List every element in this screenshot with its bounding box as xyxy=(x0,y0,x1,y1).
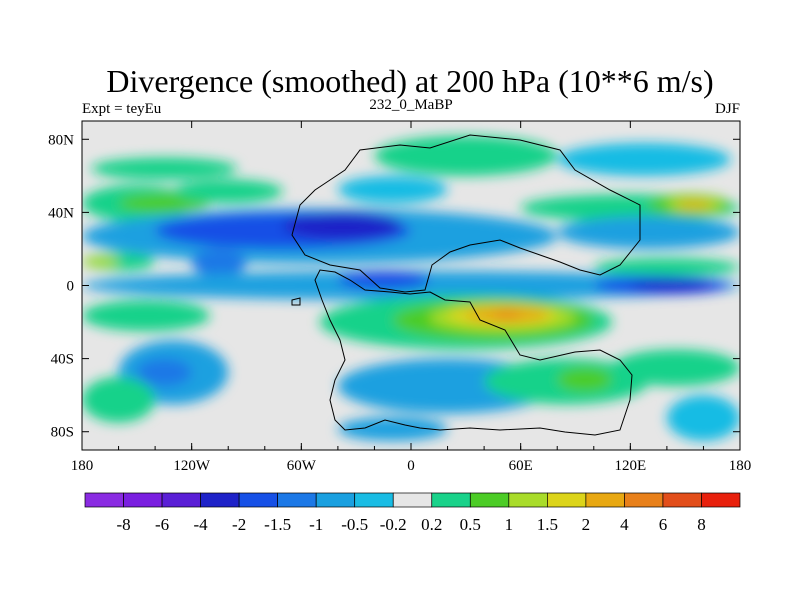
field-region-37 xyxy=(666,395,740,441)
colorbar-box-5 xyxy=(277,492,317,508)
colorbar-label-8: 0.2 xyxy=(421,515,442,534)
coastline-eurasia-africa-north xyxy=(291,134,641,293)
coastline-africa-south-antarctic xyxy=(314,269,633,436)
field-region-23 xyxy=(82,300,210,332)
colorbar-label-2: -4 xyxy=(194,515,209,534)
divergence-field xyxy=(82,135,740,441)
colorbar-label-6: -0.5 xyxy=(341,515,368,534)
subtitle-right: DJF xyxy=(715,101,740,117)
field-region-18 xyxy=(593,258,740,277)
field-region-2 xyxy=(557,142,731,176)
colorbar-label-15: 8 xyxy=(697,515,706,534)
colorbar-box-11 xyxy=(508,492,548,508)
coastline-island xyxy=(291,297,301,306)
colorbar-label-11: 1.5 xyxy=(537,515,558,534)
colorbar-box-9 xyxy=(431,492,471,508)
colorbar-box-15 xyxy=(662,492,702,508)
field-region-1 xyxy=(374,135,558,176)
y-axis: 80N 40N 0 40S 80S xyxy=(48,132,740,441)
field-region-17 xyxy=(82,256,119,268)
x-tick-label-4: 60E xyxy=(509,458,533,474)
colorbar-label-10: 1 xyxy=(505,515,514,534)
colorbar-label-13: 4 xyxy=(620,515,629,534)
y-tick-label-3: 40S xyxy=(51,352,74,368)
plot-area xyxy=(82,121,740,450)
field-region-9 xyxy=(283,212,402,240)
colorbar-box-4 xyxy=(238,492,278,508)
colorbar-box-7 xyxy=(354,492,394,508)
y-tick-label-1: 40N xyxy=(48,205,74,221)
colorbar-label-14: 6 xyxy=(659,515,668,534)
colorbar-label-3: -2 xyxy=(232,515,246,534)
x-tick-label-2: 60W xyxy=(287,458,317,474)
field-region-31 xyxy=(136,358,192,387)
colorbar-box-14 xyxy=(624,492,664,508)
field-region-15 xyxy=(557,216,740,249)
field-region-36 xyxy=(612,349,740,387)
x-tick-label-5: 120E xyxy=(614,458,646,474)
field-region-5 xyxy=(173,179,284,204)
colorbar-box-10 xyxy=(469,492,510,508)
colorbar-label-12: 2 xyxy=(582,515,591,534)
colorbar-label-1: -6 xyxy=(155,515,169,534)
field-region-14 xyxy=(676,201,713,209)
field-region-32 xyxy=(82,376,156,423)
x-tick-label-0: 180 xyxy=(71,458,94,474)
subtitle-center: 232_0_MaBP xyxy=(369,97,452,113)
colorbar-box-3 xyxy=(200,492,240,508)
colorbar-box-6 xyxy=(315,492,356,508)
field-region-38 xyxy=(337,417,448,441)
y-tick-label-0: 80N xyxy=(48,132,74,148)
field-region-10 xyxy=(191,248,247,277)
colorbar-box-2 xyxy=(161,492,201,508)
chart-title: Divergence (smoothed) at 200 hPa (10**6 … xyxy=(106,63,713,99)
colorbar-label-4: -1.5 xyxy=(264,515,291,534)
field-region-22 xyxy=(337,270,430,290)
x-axis: 180 120W 60W 0 60E 120E 180 xyxy=(71,121,752,474)
colorbar-label-0: -8 xyxy=(116,515,130,534)
field-region-0 xyxy=(91,157,238,180)
colorbar-box-1 xyxy=(123,492,163,508)
colorbar-box-0 xyxy=(84,492,124,508)
colorbar-label-5: -1 xyxy=(309,515,323,534)
colorbar-box-16 xyxy=(701,492,741,508)
colorbar: -8 -6 -4 -2 -1.5 -1 -0.5 -0.2 0.2 0.5 1 1.5 2 4 6 8 xyxy=(84,492,741,534)
colorbar-label-7: -0.2 xyxy=(380,515,407,534)
colorbar-box-12 xyxy=(547,492,587,508)
colorbar-box-13 xyxy=(585,492,625,508)
field-region-21 xyxy=(630,280,713,291)
field-region-35 xyxy=(557,367,613,392)
field-region-6 xyxy=(337,175,448,204)
field-region-29 xyxy=(493,311,521,319)
y-tick-label-4: 80S xyxy=(51,425,74,441)
colorbar-box-8 xyxy=(392,492,433,508)
y-tick-label-2: 0 xyxy=(67,279,75,295)
x-tick-label-1: 120W xyxy=(173,458,211,474)
x-tick-label-6: 180 xyxy=(729,458,752,474)
x-tick-label-3: 0 xyxy=(407,458,415,474)
colorbar-label-9: 0.5 xyxy=(460,515,481,534)
subtitle-left: Expt = teyEu xyxy=(82,101,162,117)
